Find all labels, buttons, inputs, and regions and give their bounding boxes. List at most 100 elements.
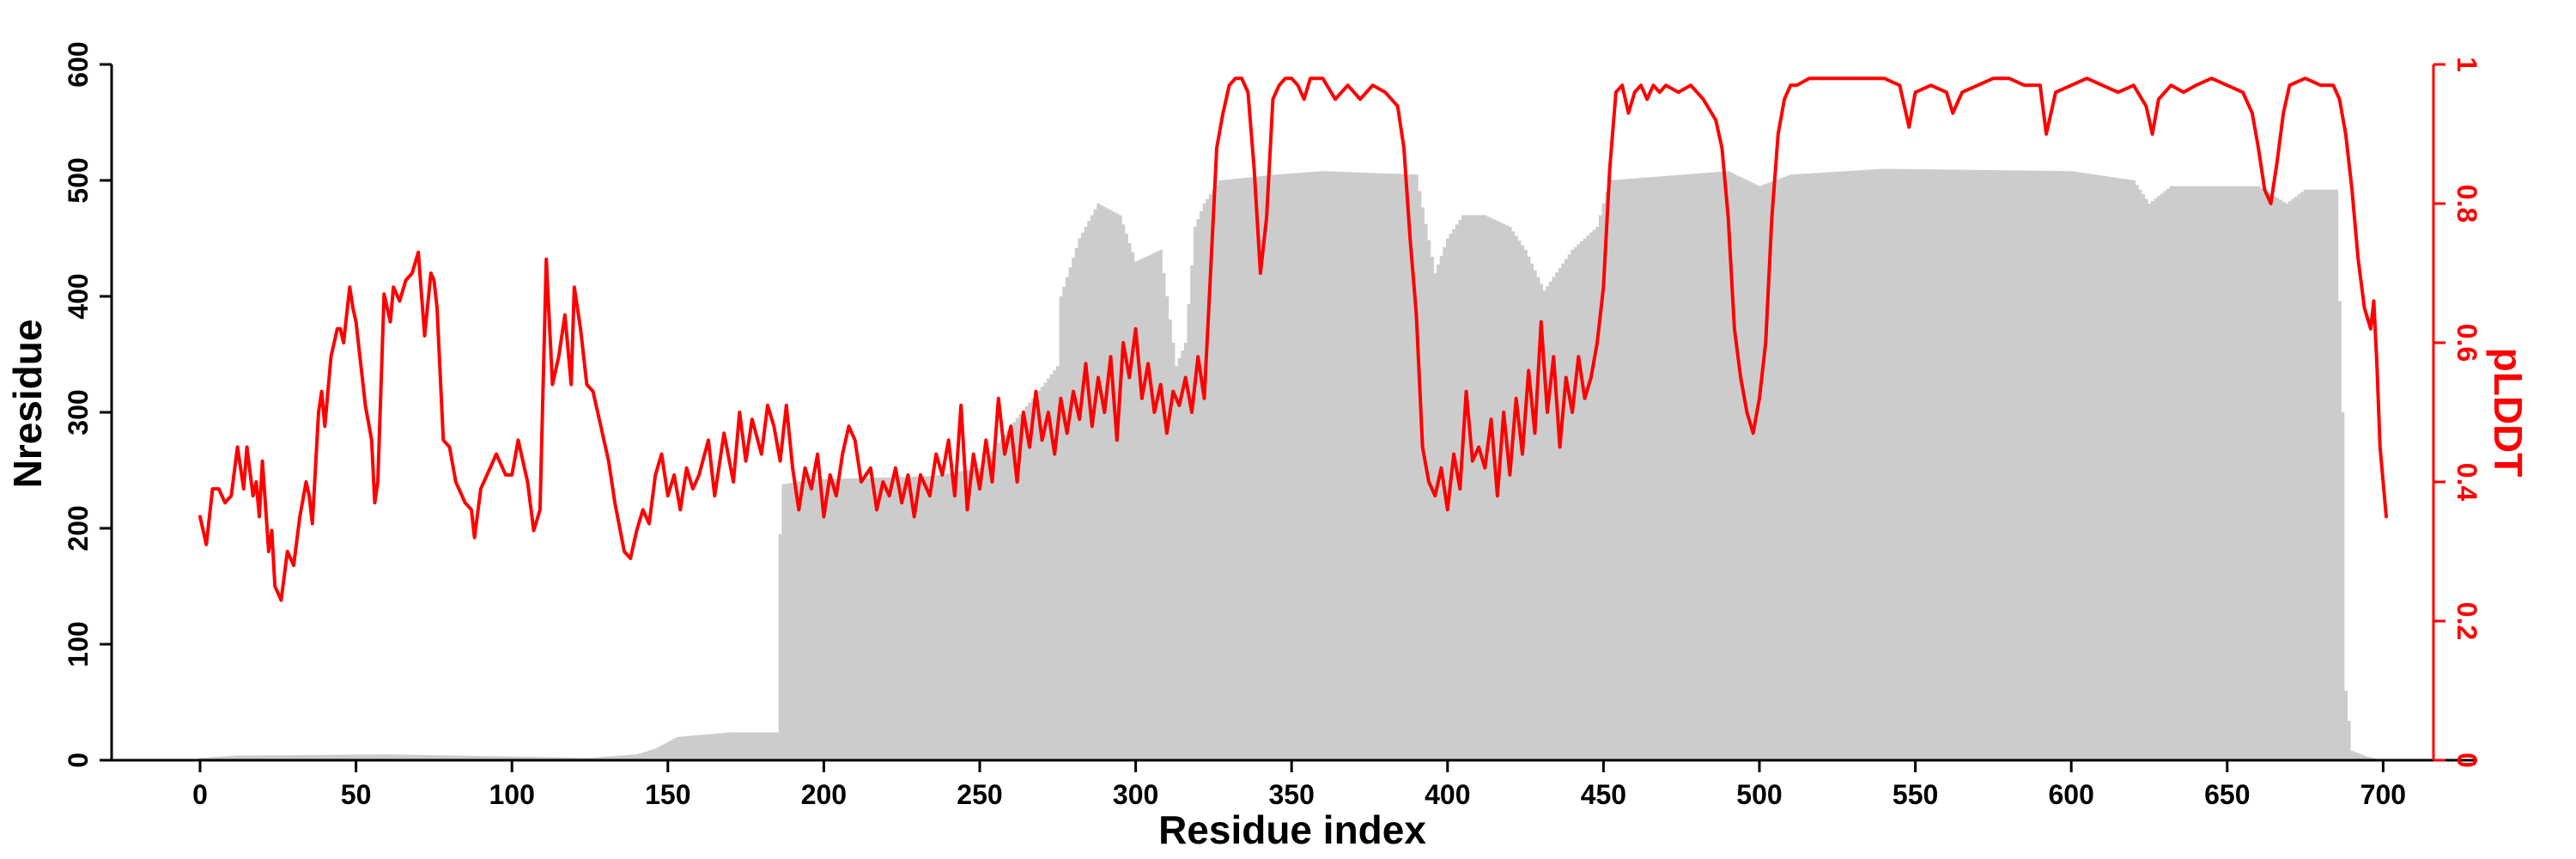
nresidue-bar — [890, 477, 895, 760]
nresidue-bar — [1810, 173, 1814, 761]
nresidue-bar — [1879, 168, 1883, 761]
nresidue-bar — [653, 748, 658, 760]
nresidue-bar — [906, 477, 910, 760]
nresidue-bar — [2098, 175, 2102, 760]
y-left-axis-title: Nresidue — [5, 320, 50, 489]
nresidue-bar — [544, 757, 549, 760]
nresidue-bar — [1583, 238, 1587, 760]
nresidue-bar — [875, 478, 879, 760]
nresidue-bar — [1733, 174, 1737, 760]
nresidue-bar — [2073, 171, 2077, 761]
nresidue-bar — [1177, 358, 1182, 760]
nresidue-bar — [1801, 174, 1806, 761]
nresidue-bar — [971, 469, 975, 760]
nresidue-bar — [1152, 253, 1157, 760]
nresidue-bar — [2337, 301, 2342, 760]
nresidue-bar — [1558, 268, 1562, 760]
nresidue-bar — [844, 478, 848, 760]
nresidue-bar — [1945, 169, 1949, 760]
nresidue-bar — [703, 734, 708, 760]
nresidue-bar — [887, 477, 891, 760]
nresidue-bar — [482, 756, 486, 760]
nresidue-bar — [573, 757, 577, 760]
nresidue-bar — [2110, 177, 2114, 761]
nresidue-bar — [532, 757, 536, 760]
nresidue-bar — [2360, 754, 2364, 760]
nresidue-bar — [2263, 190, 2267, 760]
nresidue-bar — [1657, 176, 1662, 760]
nresidue-bar — [1941, 169, 1946, 761]
nresidue-bar — [644, 751, 648, 760]
nresidue-bar — [476, 756, 480, 760]
nresidue-bar — [1236, 178, 1241, 760]
nresidue-bar — [1305, 172, 1309, 761]
nresidue-bar — [818, 478, 823, 760]
nresidue-bar — [1380, 173, 1384, 760]
nresidue-bar — [285, 755, 289, 760]
nresidue-bar — [803, 480, 807, 760]
nresidue-bar — [1642, 177, 1646, 761]
nresidue-bar — [791, 482, 795, 760]
nresidue-bar — [1343, 172, 1347, 760]
nresidue-bar — [606, 756, 611, 760]
nresidue-bar — [1894, 168, 1899, 760]
nresidue-bar — [258, 755, 262, 760]
nresidue-bar — [2350, 751, 2354, 760]
nresidue-bar — [1783, 176, 1787, 760]
nresidue-bar — [2044, 170, 2049, 761]
nresidue-bar — [1433, 273, 1437, 760]
nresidue-bar — [1683, 174, 1687, 760]
nresidue-bar — [1626, 179, 1631, 760]
nresidue-bar — [1424, 223, 1428, 760]
nresidue-bar — [2001, 170, 2005, 760]
nresidue-bar — [1888, 168, 1893, 761]
nresidue-bar — [2088, 174, 2093, 760]
nresidue-bar — [569, 757, 574, 760]
x-tick-label: 500 — [1736, 779, 1782, 810]
nresidue-bar — [2060, 171, 2064, 760]
nresidue-bar — [1536, 277, 1540, 760]
nresidue-bar — [1361, 172, 1365, 760]
nresidue-bar — [1873, 169, 1877, 761]
nresidue-bar — [1315, 171, 1319, 761]
nresidue-bar — [1729, 172, 1734, 760]
nresidue-bar — [1832, 172, 1837, 761]
nresidue-bar — [793, 482, 798, 760]
nresidue-bar — [1106, 208, 1110, 761]
nresidue-bar — [233, 755, 237, 760]
nresidue-bar — [1611, 180, 1615, 760]
nresidue-bar — [2300, 192, 2305, 760]
nresidue-bar — [226, 756, 230, 760]
nresidue-bar — [491, 756, 495, 760]
nresidue-bar — [1355, 172, 1359, 760]
nresidue-bar — [535, 757, 539, 760]
nresidue-bar — [2331, 189, 2336, 761]
nresidue-bar — [862, 478, 866, 760]
nresidue-bar — [1620, 179, 1625, 760]
nresidue-bar — [1259, 176, 1263, 760]
nresidue-bar — [2344, 691, 2348, 760]
nresidue-bar — [1863, 169, 1868, 761]
nresidue-bar — [332, 754, 337, 760]
nresidue-bar — [1439, 255, 1443, 760]
x-tick-label: 450 — [1581, 779, 1626, 810]
nresidue-bar — [678, 736, 683, 760]
nresidue-bar — [969, 469, 973, 760]
nresidue-bar — [1857, 170, 1862, 761]
nresidue-bar — [1252, 176, 1256, 760]
nresidue-bar — [1716, 172, 1721, 761]
nresidue-bar — [1773, 180, 1777, 760]
y-left-tick-label: 300 — [63, 389, 94, 435]
nresidue-bar — [1047, 378, 1051, 760]
y-right-tick-label: 0.8 — [2451, 185, 2482, 222]
nresidue-bar — [1030, 398, 1035, 760]
nresidue-bar — [283, 755, 287, 760]
nresidue-bar — [1751, 183, 1755, 761]
nresidue-bar — [744, 732, 748, 760]
nresidue-bar — [1037, 390, 1042, 760]
nresidue-bar — [1015, 417, 1019, 760]
nresidue-bar — [1340, 172, 1344, 760]
nresidue-bar — [1630, 179, 1634, 761]
nresidue-bar — [732, 732, 736, 760]
nresidue-bar — [2257, 186, 2261, 760]
